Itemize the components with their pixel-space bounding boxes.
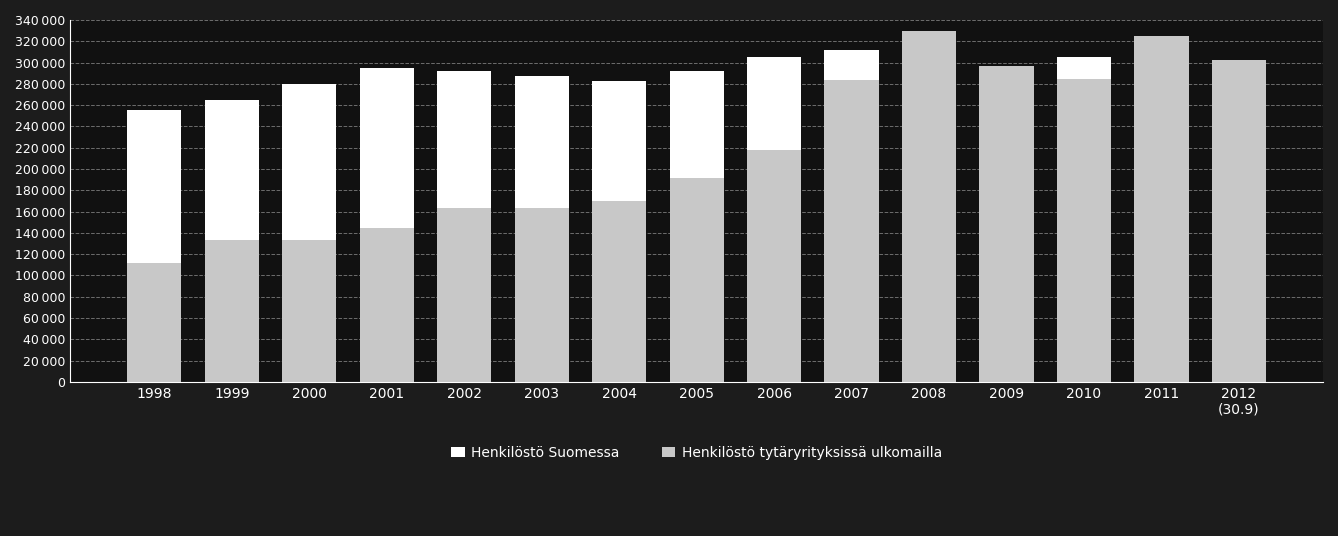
- Bar: [824, 80, 879, 382]
- Bar: [205, 100, 258, 382]
- Bar: [282, 240, 336, 382]
- Bar: [669, 71, 724, 382]
- Bar: [205, 240, 258, 382]
- Bar: [438, 209, 491, 382]
- Legend: Henkilöstö Suomessa, Henkilöstö tytäryrityksissä ulkomailla: Henkilöstö Suomessa, Henkilöstö tytäryri…: [446, 440, 949, 465]
- Bar: [127, 263, 182, 382]
- Bar: [902, 31, 957, 382]
- Bar: [360, 228, 413, 382]
- Bar: [438, 71, 491, 382]
- Bar: [360, 68, 413, 382]
- Bar: [1212, 63, 1266, 382]
- Bar: [747, 57, 801, 382]
- Bar: [824, 50, 879, 382]
- Bar: [127, 110, 182, 382]
- Bar: [591, 201, 646, 382]
- Bar: [282, 84, 336, 382]
- Bar: [515, 77, 569, 382]
- Bar: [979, 66, 1034, 382]
- Bar: [669, 177, 724, 382]
- Bar: [1212, 61, 1266, 382]
- Bar: [591, 81, 646, 382]
- Bar: [979, 79, 1034, 382]
- Bar: [515, 209, 569, 382]
- Bar: [1057, 79, 1111, 382]
- Bar: [1135, 63, 1188, 382]
- Bar: [1135, 36, 1188, 382]
- Bar: [902, 65, 957, 382]
- Bar: [1057, 57, 1111, 382]
- Bar: [747, 150, 801, 382]
